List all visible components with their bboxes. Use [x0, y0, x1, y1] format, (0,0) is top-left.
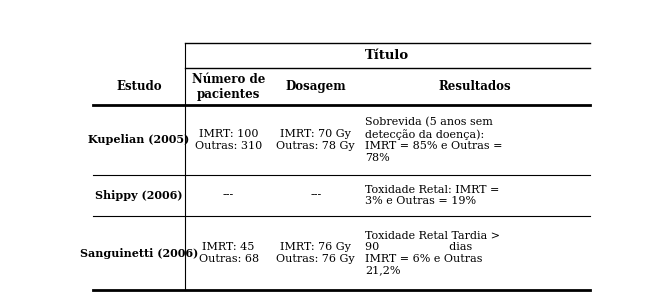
Text: Sanguinetti (2006): Sanguinetti (2006)	[80, 248, 198, 259]
Text: Toxidade Retal: IMRT =
3% e Outras = 19%: Toxidade Retal: IMRT = 3% e Outras = 19%	[366, 184, 500, 206]
Text: IMRT: 45
Outras: 68: IMRT: 45 Outras: 68	[198, 242, 258, 264]
Text: IMRT: 100
Outras: 310: IMRT: 100 Outras: 310	[195, 129, 262, 151]
Text: Shippy (2006): Shippy (2006)	[95, 190, 182, 201]
Text: Resultados: Resultados	[438, 80, 511, 93]
Text: ---: ---	[223, 190, 234, 200]
Text: IMRT: 70 Gy
Outras: 78 Gy: IMRT: 70 Gy Outras: 78 Gy	[276, 129, 355, 151]
Text: Estudo: Estudo	[116, 80, 162, 93]
Text: ---: ---	[310, 190, 321, 200]
Text: Toxidade Retal Tardia >
90                    dias
IMRT = 6% e Outras
21,2%: Toxidade Retal Tardia > 90 dias IMRT = 6…	[366, 231, 500, 275]
Text: Kupelian (2005): Kupelian (2005)	[89, 134, 190, 146]
Text: Título: Título	[366, 49, 410, 62]
Text: Sobrevida (5 anos sem
detecção da doença):
IMRT = 85% e Outras =
78%: Sobrevida (5 anos sem detecção da doença…	[366, 117, 503, 163]
Text: Número de
pacientes: Número de pacientes	[192, 73, 265, 101]
Text: IMRT: 76 Gy
Outras: 76 Gy: IMRT: 76 Gy Outras: 76 Gy	[276, 242, 355, 264]
Text: Dosagem: Dosagem	[286, 80, 346, 93]
